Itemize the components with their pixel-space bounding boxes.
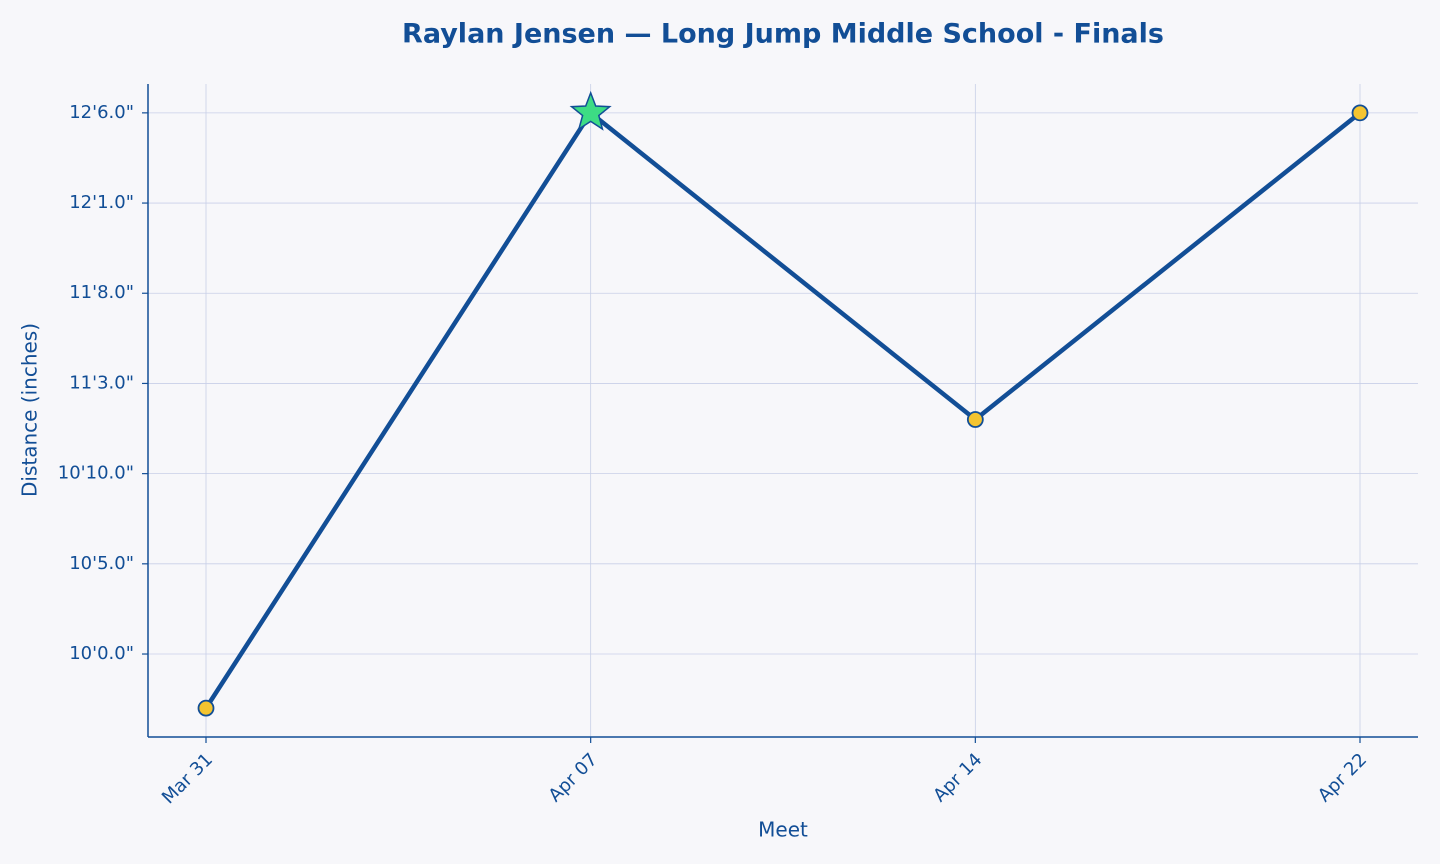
data-point [197,699,215,717]
data-point [966,411,984,428]
y-tick-label: 10'5.0" [69,553,134,574]
y-tick-label: 12'1.0" [69,192,134,213]
data-line [204,110,1362,710]
chart-title: Raylan Jensen — Long Jump Middle School … [402,19,1164,50]
best-marker [569,90,612,131]
y-tick-label: 11'3.0" [69,372,134,393]
data-point [1351,104,1369,122]
y-tick-label: 12'6.0" [69,102,134,123]
x-axis-label: Meet [758,818,808,842]
y-axis-label: Distance (inches) [18,323,42,497]
y-tick-label: 11'8.0" [69,282,134,303]
y-tick-label: 10'10.0" [58,463,134,484]
y-tick-label: 10'0.0" [69,643,134,664]
